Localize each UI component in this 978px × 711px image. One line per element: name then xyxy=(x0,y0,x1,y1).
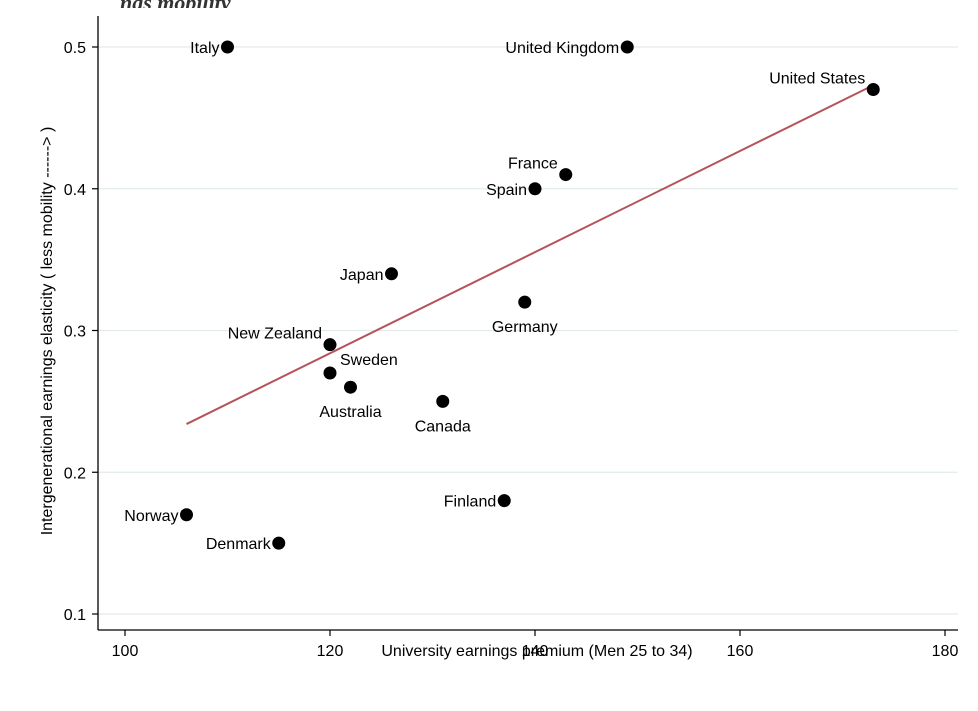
x-tick-label-2: 140 xyxy=(522,643,549,660)
point-canada xyxy=(436,394,450,408)
point-label-new-zealand: New Zealand xyxy=(228,326,322,343)
axes xyxy=(97,16,958,631)
point-label-france: France xyxy=(508,156,558,173)
cropped-title: ngs mobility xyxy=(120,0,231,8)
top-strip xyxy=(0,0,978,8)
gridlines xyxy=(98,46,958,615)
point-finland xyxy=(497,494,511,508)
x-tick-label-3: 160 xyxy=(727,643,754,660)
point-united-kingdom xyxy=(620,40,634,54)
x-tick-label-1: 120 xyxy=(317,643,344,660)
point-united-states xyxy=(866,83,880,97)
x-axis-title: University earnings premium (Men 25 to 3… xyxy=(381,643,692,660)
fit-line-group xyxy=(186,84,874,425)
x-ticks: 100 120 140 160 180 xyxy=(112,630,959,660)
point-label-sweden: Sweden xyxy=(340,352,398,369)
y-tick-label-4: 0.5 xyxy=(64,40,86,57)
point-italy xyxy=(221,40,234,54)
point-label-norway: Norway xyxy=(124,508,178,525)
point-label-japan: Japan xyxy=(340,267,384,284)
y-tick-label-2: 0.3 xyxy=(64,324,86,341)
y-tick-label-3: 0.4 xyxy=(64,182,86,199)
data-points: Italy United Kingdom United States France Sp… xyxy=(124,40,880,553)
point-label-germany: Germany xyxy=(492,319,558,336)
x-tick-label-4: 180 xyxy=(932,643,959,660)
point-japan xyxy=(385,267,398,281)
fit-line xyxy=(186,84,874,425)
point-france xyxy=(559,168,573,182)
y-axis-title: Intergenerational earnings elasticity ( … xyxy=(39,127,56,536)
point-label-denmark: Denmark xyxy=(206,536,272,553)
y-tick-label-1: 0.2 xyxy=(64,465,86,482)
point-norway xyxy=(180,508,193,522)
point-label-united-states: United States xyxy=(769,71,865,88)
x-tick-label-0: 100 xyxy=(112,643,139,660)
y-ticks: 0.1 0.2 0.3 0.4 0.5 xyxy=(64,40,98,624)
point-germany xyxy=(518,295,532,309)
point-label-australia: Australia xyxy=(319,404,381,421)
point-new-zealand xyxy=(323,338,337,352)
point-australia xyxy=(344,380,357,394)
plot-area xyxy=(98,16,958,630)
point-label-italy: Italy xyxy=(190,40,219,57)
point-label-united-kingdom: United Kingdom xyxy=(505,40,619,57)
y-tick-label-0: 0.1 xyxy=(64,607,86,624)
point-label-spain: Spain xyxy=(486,182,527,199)
point-label-finland: Finland xyxy=(444,494,496,511)
point-denmark xyxy=(272,536,286,550)
point-sweden xyxy=(323,366,337,380)
point-spain xyxy=(528,182,542,196)
point-label-canada: Canada xyxy=(415,418,471,435)
